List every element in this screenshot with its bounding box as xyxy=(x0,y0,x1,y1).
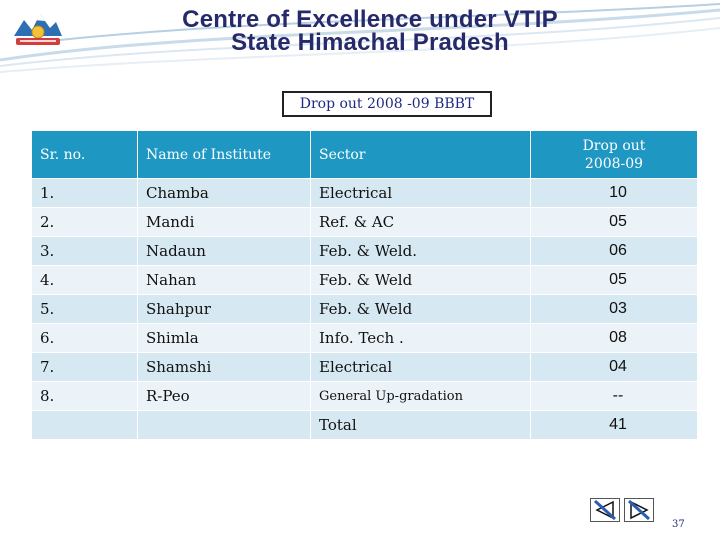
page-title: Centre of Excellence under VTIP State Hi… xyxy=(140,8,600,55)
table-row: 1. Chamba Electrical 10 xyxy=(31,178,698,208)
cell-sr: 4. xyxy=(31,265,138,295)
cell-dropout: -- xyxy=(530,381,698,411)
cell-sector: Feb. & Weld. xyxy=(310,236,531,266)
next-slide-icon xyxy=(627,499,651,521)
column-header-dropout-line-1: Drop out xyxy=(582,137,646,154)
column-header-institute: Name of Institute xyxy=(137,130,311,179)
cell-sector: Electrical xyxy=(310,178,531,208)
table-row: 2. Mandi Ref. & AC 05 xyxy=(31,207,698,237)
cell-sr: 5. xyxy=(31,294,138,324)
table-row: 7. Shamshi Electrical 04 xyxy=(31,352,698,382)
page-title-line-1: Centre of Excellence under VTIP xyxy=(182,6,558,33)
cell-dropout: 05 xyxy=(530,207,698,237)
next-slide-button[interactable] xyxy=(624,498,654,522)
cell-institute: Nadaun xyxy=(137,236,311,266)
cell-sr: 6. xyxy=(31,323,138,353)
cell-sr: 2. xyxy=(31,207,138,237)
cell-institute: Shahpur xyxy=(137,294,311,324)
table-header-row: Sr. no. Name of Institute Sector Drop ou… xyxy=(31,130,698,179)
table-total-row: Total 41 xyxy=(31,410,698,440)
prev-slide-button[interactable] xyxy=(590,498,620,522)
cell-institute: Shimla xyxy=(137,323,311,353)
cell-sr: 7. xyxy=(31,352,138,382)
cell-sector: Ref. & AC xyxy=(310,207,531,237)
cell-dropout: 10 xyxy=(530,178,698,208)
prev-slide-icon xyxy=(593,499,617,521)
cell-sector: Feb. & Weld xyxy=(310,265,531,295)
page-title-line-2: State Himachal Pradesh xyxy=(231,29,509,56)
cell-dropout: 05 xyxy=(530,265,698,295)
table-row: 4. Nahan Feb. & Weld 05 xyxy=(31,265,698,295)
cell-sr: 3. xyxy=(31,236,138,266)
cell-dropout: 03 xyxy=(530,294,698,324)
cell-institute: Shamshi xyxy=(137,352,311,382)
cell-sector: General Up-gradation xyxy=(310,381,531,411)
total-label: Total xyxy=(310,410,531,440)
cell-institute: R-Peo xyxy=(137,381,311,411)
cell-empty xyxy=(137,410,311,440)
cell-institute: Chamba xyxy=(137,178,311,208)
table-row: 3. Nadaun Feb. & Weld. 06 xyxy=(31,236,698,266)
state-emblem-icon xyxy=(14,14,62,45)
table-row: 6. Shimla Info. Tech . 08 xyxy=(31,323,698,353)
table-row: 8. R-Peo General Up-gradation -- xyxy=(31,381,698,411)
column-header-sector: Sector xyxy=(310,130,531,179)
cell-empty xyxy=(31,410,138,440)
cell-dropout: 08 xyxy=(530,323,698,353)
table-row: 5. Shahpur Feb. & Weld 03 xyxy=(31,294,698,324)
total-value: 41 xyxy=(530,410,698,440)
cell-sr: 1. xyxy=(31,178,138,208)
cell-sector: Feb. & Weld xyxy=(310,294,531,324)
column-header-dropout-line-2: 2008-09 xyxy=(584,155,644,172)
cell-institute: Nahan xyxy=(137,265,311,295)
table-caption: Drop out 2008 -09 BBBT xyxy=(282,91,492,117)
column-header-sr: Sr. no. xyxy=(31,130,138,179)
dropout-table: Sr. no. Name of Institute Sector Drop ou… xyxy=(31,130,698,440)
cell-sector: Info. Tech . xyxy=(310,323,531,353)
column-header-dropout: Drop out 2008-09 xyxy=(530,130,698,179)
cell-sr: 8. xyxy=(31,381,138,411)
page-number: 37 xyxy=(672,519,685,530)
header-swoosh-decoration xyxy=(0,3,720,73)
cell-dropout: 04 xyxy=(530,352,698,382)
cell-dropout: 06 xyxy=(530,236,698,266)
cell-institute: Mandi xyxy=(137,207,311,237)
cell-sector: Electrical xyxy=(310,352,531,382)
